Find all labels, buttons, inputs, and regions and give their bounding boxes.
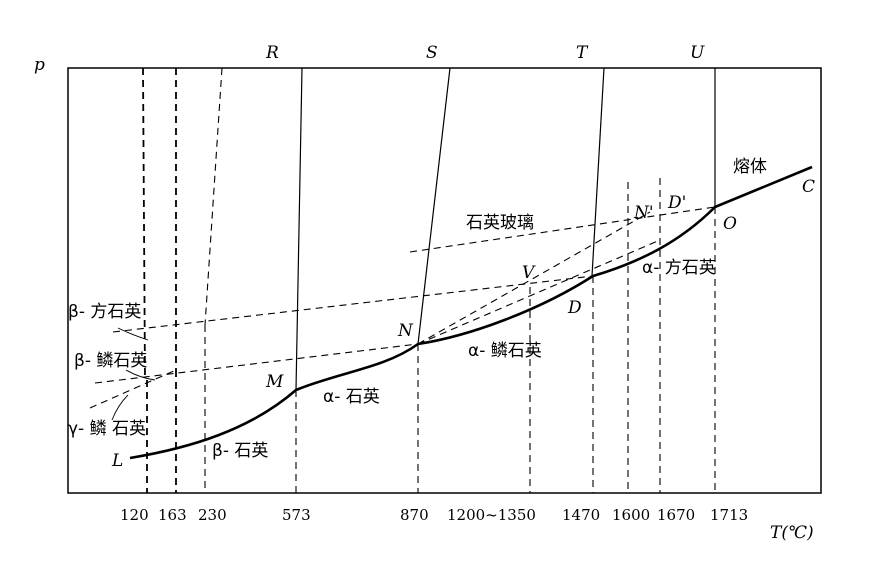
tick-label: 1670 <box>657 506 695 524</box>
point-C: C <box>802 177 815 197</box>
phase-beta-quartz: β- 石英 <box>212 441 268 461</box>
tick-label: 1200~1350 <box>447 506 536 524</box>
phase-alpha-tridymite: α- 鳞石英 <box>468 341 542 361</box>
beta-tridymite-metastable <box>94 343 419 384</box>
point-O: O <box>723 214 737 234</box>
point-L: L <box>111 451 123 471</box>
leader-beta-cristobalite <box>117 327 149 341</box>
tick-label: 1600 <box>612 506 650 524</box>
tick-label: 1713 <box>710 506 748 524</box>
point-M: M <box>265 372 284 392</box>
tick-label: 573 <box>282 506 311 524</box>
V-to-N-dashed <box>417 239 661 345</box>
phase-gamma-tridymite: γ- 鳞 石英 <box>68 419 146 439</box>
line-R <box>295 67 303 391</box>
tick-label: 163 <box>158 506 187 524</box>
phase-beta-tridymite: β- 鳞石英 <box>74 351 147 371</box>
tick-label: 230 <box>198 506 227 524</box>
beta-cristobalite-metastable <box>112 275 594 333</box>
N-to-Nprime-dashed <box>417 211 651 345</box>
tick-label: 1470 <box>562 506 600 524</box>
tick-label: 120 <box>120 506 149 524</box>
gamma-tridymite-metastable <box>89 369 177 409</box>
dashed-vertical-120-upper <box>142 67 146 381</box>
point-D: D <box>567 298 582 318</box>
label-S: S <box>426 43 438 63</box>
tick-label: 870 <box>400 506 429 524</box>
label-U: U <box>690 43 705 63</box>
point-D-prime: D' <box>667 193 686 213</box>
phase-quartz-glass: 石英玻璃 <box>466 213 534 233</box>
label-T: T <box>576 43 589 63</box>
leader-gamma-tridymite <box>111 394 129 421</box>
x-axis-label: T(℃) <box>770 523 814 543</box>
phase-beta-cristobalite: β- 方石英 <box>68 302 141 322</box>
point-N: N <box>397 321 414 341</box>
equilibrium-curve <box>129 165 813 460</box>
quartz-glass-line <box>409 206 716 253</box>
label-R: R <box>265 43 279 63</box>
y-axis-label: p <box>34 55 45 75</box>
phase-melt: 熔体 <box>733 157 767 177</box>
phase-alpha-cristobalite: α- 方石英 <box>642 258 716 278</box>
line-T <box>591 67 605 277</box>
point-N-prime: N' <box>633 203 654 223</box>
plot-frame <box>67 67 822 494</box>
dashed-vertical-230-upper <box>204 67 223 326</box>
point-V: V <box>522 263 536 283</box>
leader-beta-tridymite <box>125 369 156 381</box>
line-S <box>417 67 451 345</box>
phase-alpha-quartz: α- 石英 <box>323 387 380 407</box>
